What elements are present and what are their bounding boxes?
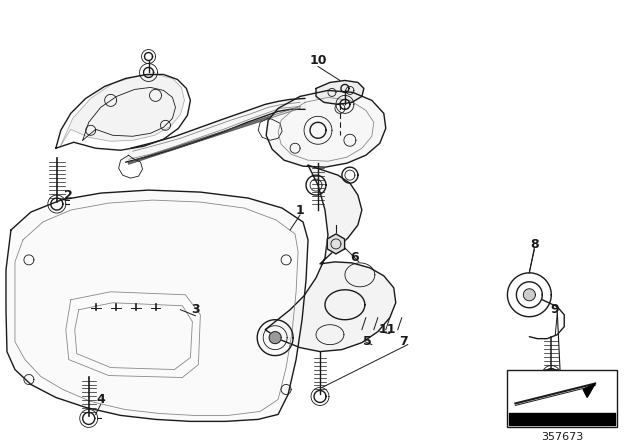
Text: 4: 4	[96, 393, 105, 406]
Text: 1: 1	[296, 203, 305, 216]
Text: 11: 11	[379, 323, 397, 336]
Polygon shape	[524, 289, 535, 301]
Polygon shape	[6, 190, 308, 422]
Polygon shape	[129, 106, 300, 164]
Polygon shape	[125, 99, 305, 162]
Polygon shape	[583, 383, 595, 397]
Text: 357673: 357673	[541, 432, 584, 442]
Polygon shape	[316, 81, 364, 104]
Bar	[508, 370, 617, 427]
Text: 2: 2	[65, 189, 73, 202]
Text: 3: 3	[191, 303, 200, 316]
Polygon shape	[61, 74, 184, 145]
Polygon shape	[265, 165, 396, 352]
Text: 5: 5	[364, 335, 372, 348]
Text: 10: 10	[309, 54, 327, 67]
Polygon shape	[269, 332, 281, 344]
Text: 6: 6	[351, 251, 359, 264]
Polygon shape	[266, 90, 386, 167]
Text: 7: 7	[399, 335, 408, 348]
Text: 9: 9	[550, 303, 559, 316]
Polygon shape	[145, 52, 152, 60]
Text: 8: 8	[530, 238, 539, 251]
Polygon shape	[327, 234, 344, 254]
